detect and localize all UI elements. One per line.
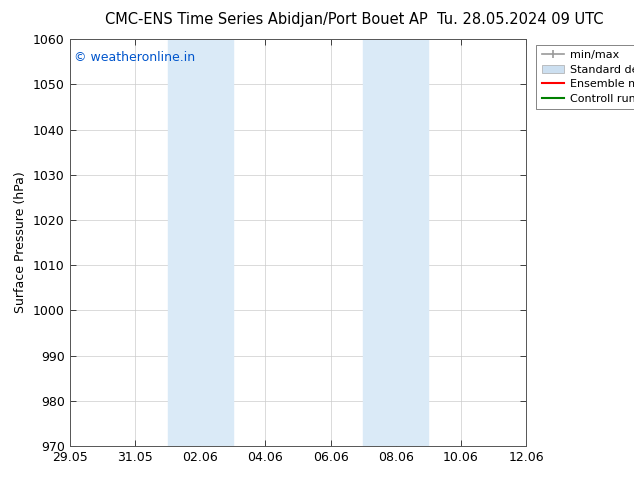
- Text: © weatheronline.in: © weatheronline.in: [74, 51, 195, 64]
- Bar: [363, 39, 429, 446]
- Text: Tu. 28.05.2024 09 UTC: Tu. 28.05.2024 09 UTC: [437, 12, 603, 27]
- Legend: min/max, Standard deviation, Ensemble mean run, Controll run: min/max, Standard deviation, Ensemble me…: [536, 45, 634, 109]
- Text: CMC-ENS Time Series Abidjan/Port Bouet AP: CMC-ENS Time Series Abidjan/Port Bouet A…: [105, 12, 428, 27]
- Y-axis label: Surface Pressure (hPa): Surface Pressure (hPa): [15, 172, 27, 314]
- Bar: [167, 39, 233, 446]
